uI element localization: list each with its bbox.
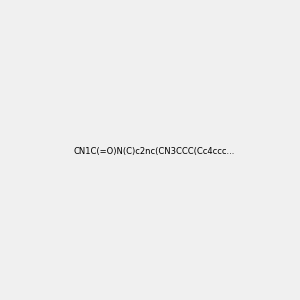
Text: CN1C(=O)N(C)c2nc(CN3CCC(Cc4ccc...: CN1C(=O)N(C)c2nc(CN3CCC(Cc4ccc... bbox=[73, 147, 234, 156]
